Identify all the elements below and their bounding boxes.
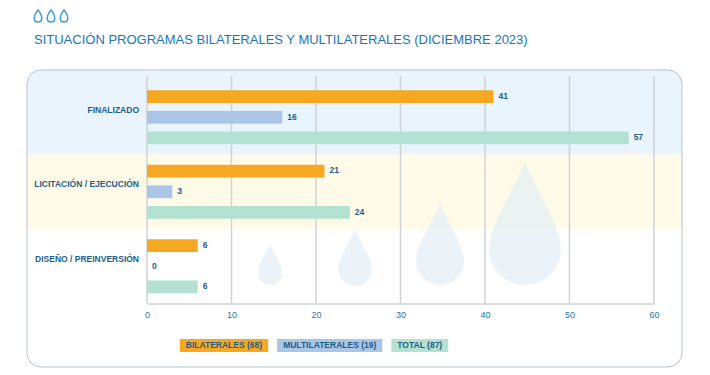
data-label: 41 (498, 91, 508, 101)
category-label: LICITACIÓN / EJECUCIÓN (34, 178, 139, 189)
legend-swatch (180, 339, 268, 352)
bar (147, 239, 198, 252)
bar (147, 111, 282, 124)
category-labels: FINALIZADO LICITACIÓN / EJECUCIÓN DISEÑO /… (34, 105, 139, 264)
grid-line (315, 76, 317, 304)
data-label: 21 (329, 165, 339, 175)
legend: BILATERALES (68) MULTILATERALES (19) TOTAL… (180, 339, 448, 352)
tick-label: 10 (227, 310, 237, 320)
drop-decoration (338, 229, 372, 286)
data-label: 0 (152, 261, 157, 271)
drop-decoration (416, 203, 464, 285)
legend-swatch (277, 339, 382, 352)
legend-item: MULTILATERALES (19) (277, 339, 382, 352)
band-background (27, 155, 682, 230)
tick-label: 30 (396, 310, 406, 320)
grid-line (653, 76, 655, 304)
drop-decoration (258, 244, 282, 285)
drop-icon (47, 10, 55, 22)
bar (147, 165, 324, 178)
tick-label: 0 (145, 310, 150, 320)
category-label: DISEÑO / PREINVERSIÓN (35, 253, 139, 264)
chart: SITUACIÓN PROGRAMAS BILATERALES Y MULTIL… (0, 0, 710, 375)
data-label: 16 (287, 112, 297, 122)
axis-line (148, 303, 655, 305)
frame (27, 70, 682, 367)
data-labels: 41 21 6 16 3 0 57 24 6 (152, 91, 643, 291)
tick-label: 40 (480, 310, 490, 320)
bars (147, 90, 629, 293)
grid-line (484, 76, 486, 304)
grid-line (569, 76, 571, 304)
legend-item: TOTAL (87) (391, 339, 448, 352)
data-label: 6 (203, 281, 208, 291)
drop-icon (34, 10, 42, 22)
bar (147, 185, 172, 198)
bar (147, 90, 493, 103)
legend-swatch (391, 339, 448, 352)
drop-decoration (489, 162, 561, 285)
legend-item: BILATERALES (68) (180, 339, 268, 352)
x-axis: 0 10 20 30 40 50 60 (145, 304, 660, 320)
tick: 40 (480, 304, 490, 320)
legend-label: BILATERALES (68) (186, 340, 263, 350)
legend-label: TOTAL (87) (397, 340, 442, 350)
data-label: 6 (203, 240, 208, 250)
bar (147, 260, 148, 273)
tick: 30 (396, 304, 406, 320)
grid-line (231, 76, 233, 304)
band-background (27, 70, 682, 155)
tick: 10 (227, 304, 237, 320)
tick: 20 (311, 304, 321, 320)
tick-label: 50 (565, 310, 575, 320)
legend-label: MULTILATERALES (19) (283, 340, 376, 350)
grid (147, 76, 654, 304)
bar (147, 131, 629, 144)
data-label: 3 (177, 186, 182, 196)
tick: 60 (649, 304, 659, 320)
data-label: 24 (355, 207, 365, 217)
tick-label: 20 (311, 310, 321, 320)
tick-label: 60 (649, 310, 659, 320)
tick: 50 (565, 304, 575, 320)
data-label: 57 (634, 132, 644, 142)
grid-line (400, 76, 402, 304)
category-label: FINALIZADO (88, 105, 140, 115)
tick: 0 (145, 304, 150, 320)
drop-icon (60, 10, 68, 22)
background (27, 70, 682, 286)
bar (147, 206, 350, 219)
title: SITUACIÓN PROGRAMAS BILATERALES Y MULTIL… (34, 32, 528, 47)
bar (147, 280, 198, 293)
